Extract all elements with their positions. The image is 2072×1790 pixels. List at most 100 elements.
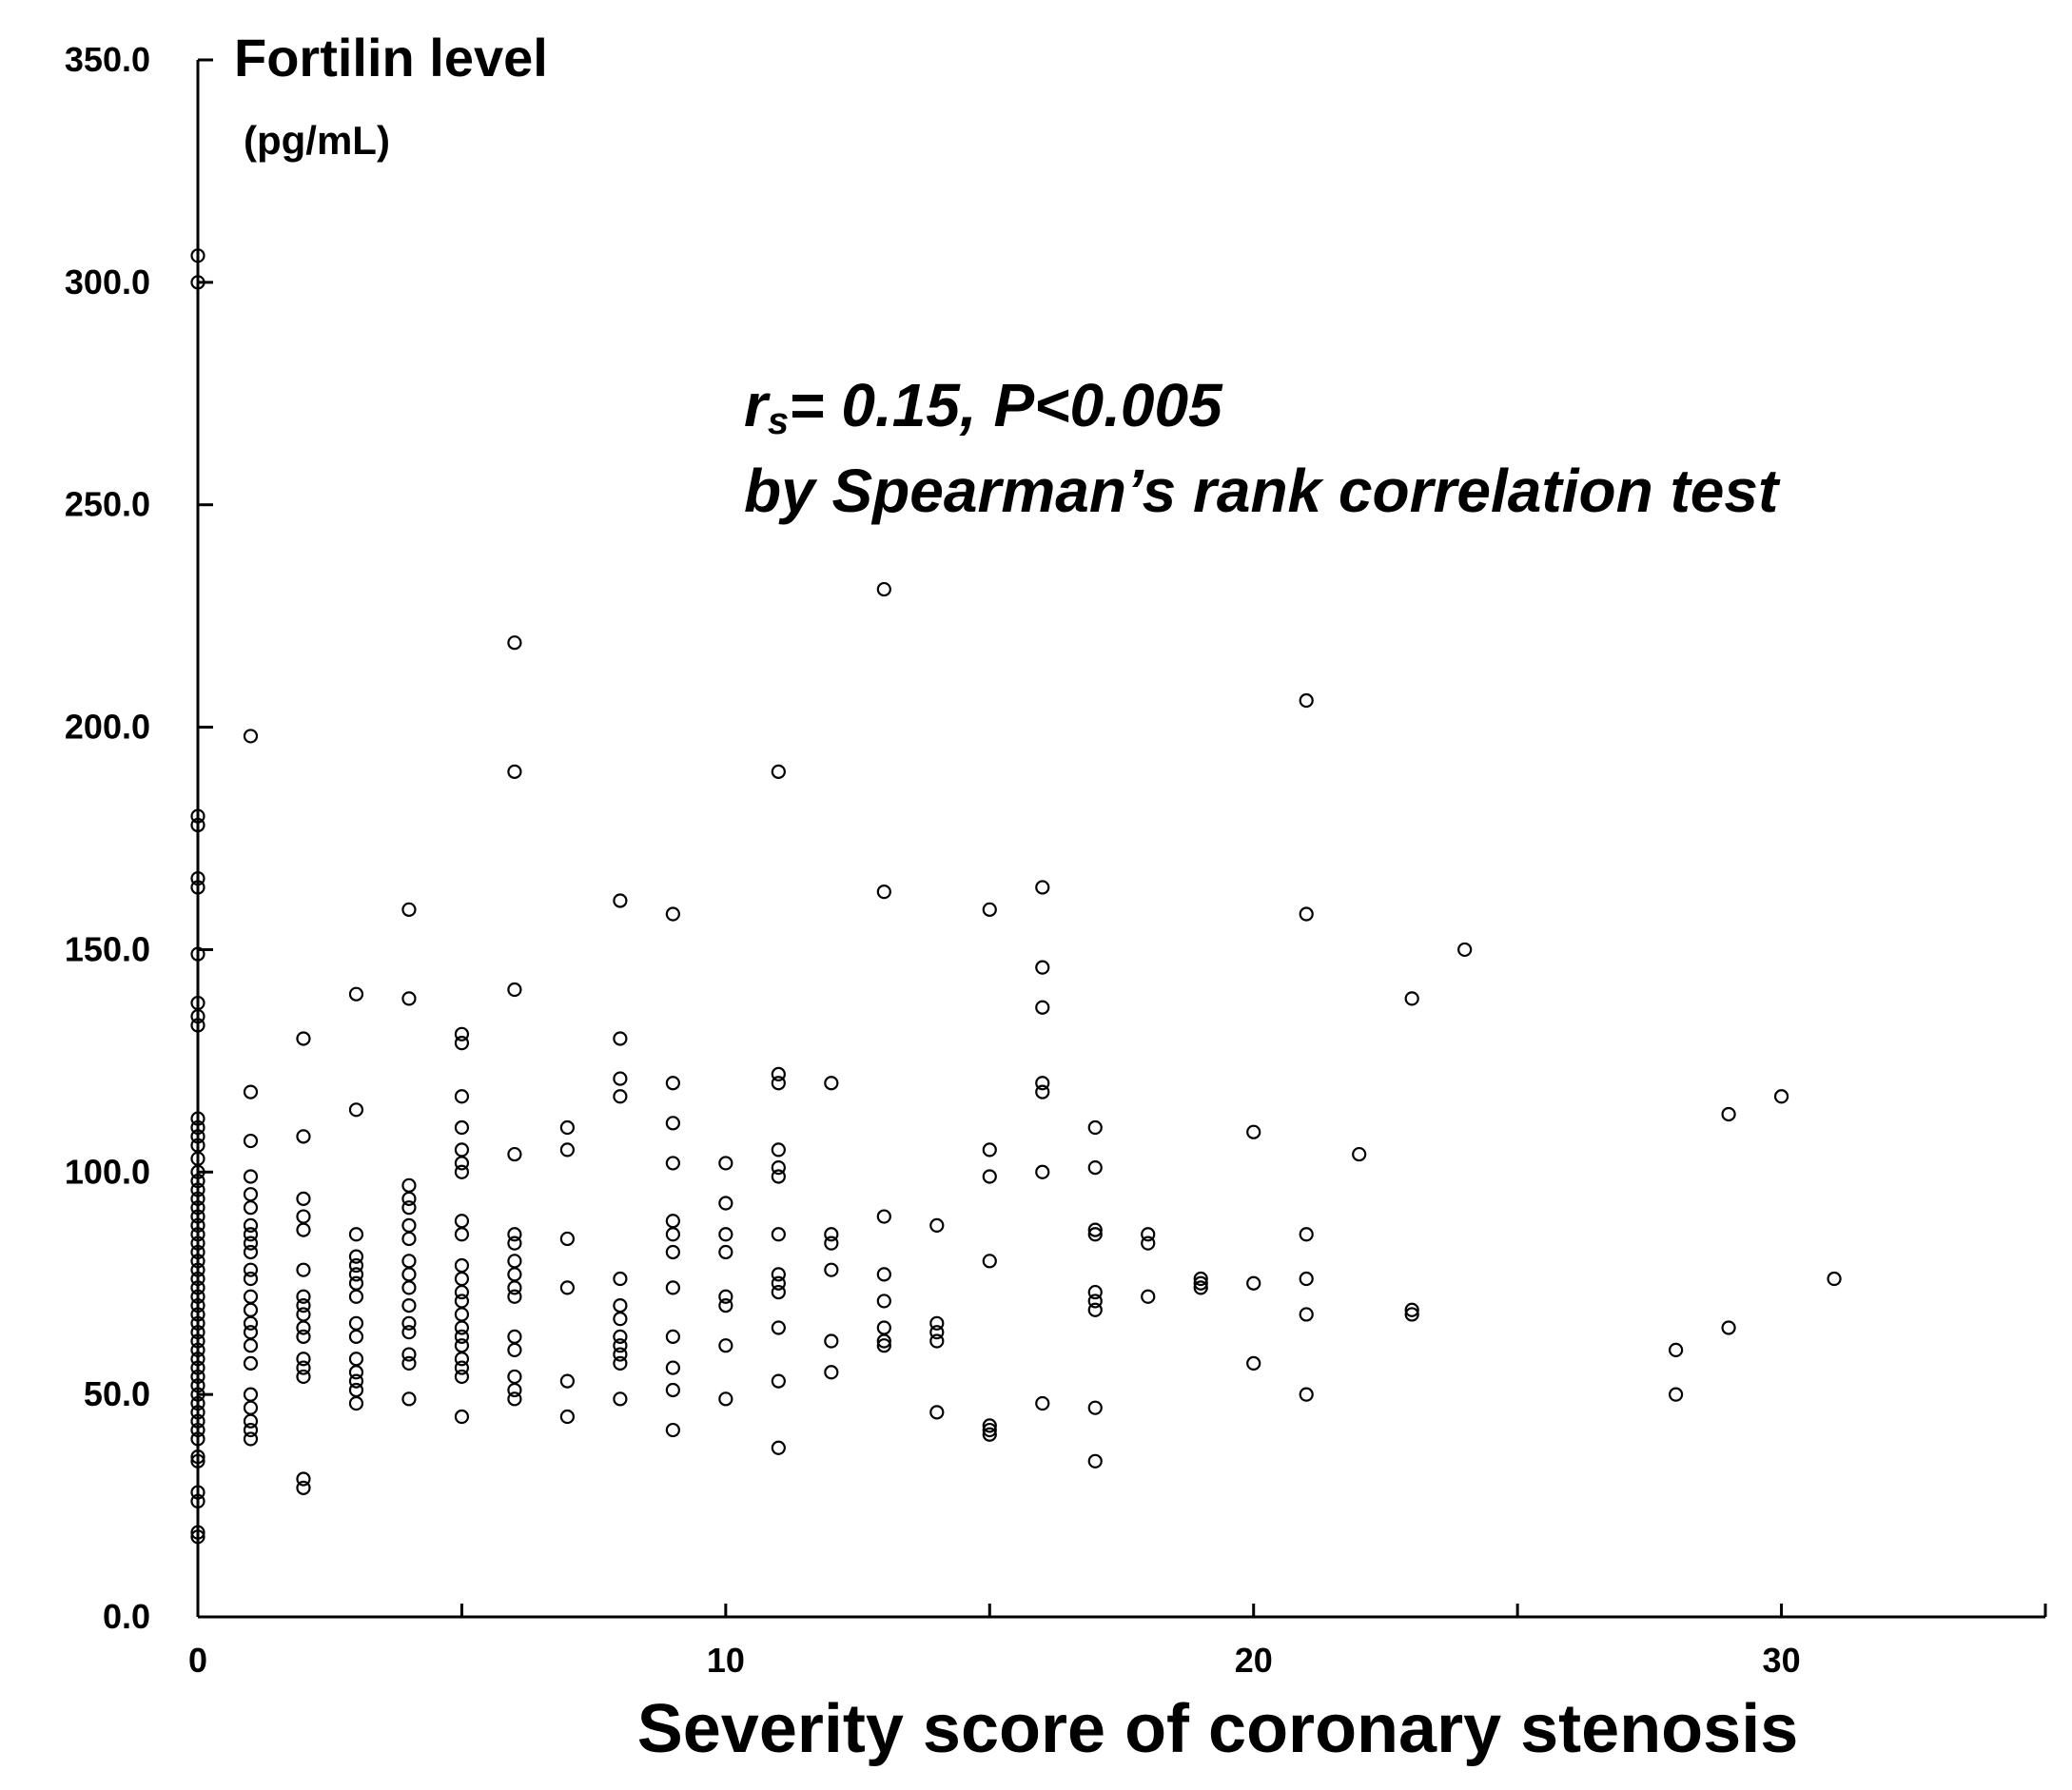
data-point: [454, 1227, 470, 1242]
data-point: [454, 1329, 470, 1344]
data-point: [454, 1360, 470, 1375]
data-point: [296, 1320, 311, 1335]
data-point: [665, 1422, 680, 1438]
data-point: [559, 1280, 576, 1295]
data-point: [296, 1289, 311, 1304]
x-tick-label: 10: [707, 1641, 745, 1680]
data-point: [296, 1297, 311, 1313]
data-point: [613, 1071, 628, 1086]
data-point: [401, 1217, 417, 1234]
data-point: [982, 1254, 997, 1269]
data-point: [1035, 960, 1050, 975]
data-point: [507, 635, 522, 651]
data-point: [190, 1342, 205, 1357]
data-point: [296, 1209, 311, 1224]
data-point: [348, 1289, 364, 1304]
y-tick-label: 200.0: [65, 708, 150, 747]
data-point: [1299, 692, 1314, 709]
y-axis-unit-label: (pg/mL): [244, 118, 390, 163]
data-point: [348, 1395, 364, 1411]
data-point: [1246, 1275, 1261, 1291]
data-point: [348, 1267, 364, 1282]
data-point: [401, 902, 417, 917]
data-point: [771, 1267, 786, 1282]
data-point: [613, 1355, 628, 1372]
data-point: [348, 1257, 364, 1274]
data-point: [454, 1369, 470, 1385]
data-point: [613, 1312, 628, 1327]
data-point: [243, 1271, 259, 1287]
data-point: [1193, 1275, 1208, 1291]
data-point: [613, 1089, 628, 1104]
data-point: [190, 1254, 205, 1269]
stat-prefix: r: [744, 371, 771, 439]
data-point: [876, 885, 891, 900]
data-point: [401, 1177, 417, 1193]
data-point: [401, 1347, 417, 1362]
data-point: [559, 1373, 576, 1389]
data-point: [613, 1391, 628, 1407]
x-tick-label: 20: [1235, 1641, 1273, 1680]
data-point: [771, 1142, 786, 1158]
data-point: [824, 1333, 839, 1349]
data-point: [190, 1369, 205, 1385]
data-point: [190, 1174, 205, 1189]
data-point: [243, 1262, 259, 1277]
x-tick-label: 30: [1763, 1641, 1801, 1680]
data-point: [190, 1244, 205, 1260]
data-point: [190, 1235, 205, 1251]
data-point: [190, 1325, 205, 1340]
data-point: [348, 1365, 364, 1380]
data-point: [296, 1307, 311, 1322]
data-point: [876, 581, 891, 597]
data-point: [190, 946, 205, 962]
data-point: [507, 1382, 522, 1398]
data-point: [1141, 1227, 1156, 1242]
data-point: [190, 275, 205, 290]
data-point: [243, 1431, 259, 1447]
data-point: [824, 1365, 839, 1380]
data-point: [718, 1227, 733, 1242]
chart-title: Fortilin level: [234, 28, 548, 88]
x-tick-label: 0: [188, 1641, 207, 1680]
data-point: [190, 1280, 205, 1295]
data-point: [454, 1409, 470, 1425]
data-point: [1035, 1164, 1050, 1179]
data-point: [348, 1329, 364, 1344]
data-point: [718, 1156, 733, 1171]
data-point: [190, 870, 205, 886]
data-point: [296, 1471, 311, 1487]
data-point: [190, 1422, 205, 1438]
data-points: [190, 248, 1842, 1545]
data-point: [613, 1347, 628, 1362]
data-point: [771, 1275, 786, 1291]
data-point: [665, 1214, 680, 1229]
y-tick-label: 300.0: [65, 263, 150, 302]
data-point: [190, 1129, 205, 1144]
data-point: [1404, 991, 1419, 1006]
data-point: [190, 1227, 205, 1242]
data-point: [243, 1235, 259, 1251]
data-point: [665, 1382, 680, 1398]
data-point: [507, 1267, 522, 1282]
data-point: [507, 1254, 522, 1269]
data-point: [824, 1235, 839, 1251]
data-point: [401, 1355, 417, 1372]
data-point: [243, 1084, 259, 1099]
data-point: [771, 1227, 786, 1242]
data-point: [348, 1352, 364, 1367]
data-point: [401, 1231, 417, 1247]
data-point: [190, 1191, 205, 1206]
data-point: [559, 1409, 576, 1425]
data-point: [1087, 1227, 1103, 1242]
data-point: [401, 991, 417, 1006]
data-point: [190, 1453, 205, 1469]
data-point: [348, 1382, 364, 1398]
data-point: [1141, 1235, 1156, 1251]
data-point: [454, 1271, 470, 1287]
data-point: [665, 1360, 680, 1375]
data-point: [1087, 1160, 1103, 1176]
data-point: [507, 1235, 522, 1251]
data-point: [243, 1422, 259, 1438]
data-point: [1087, 1453, 1103, 1469]
